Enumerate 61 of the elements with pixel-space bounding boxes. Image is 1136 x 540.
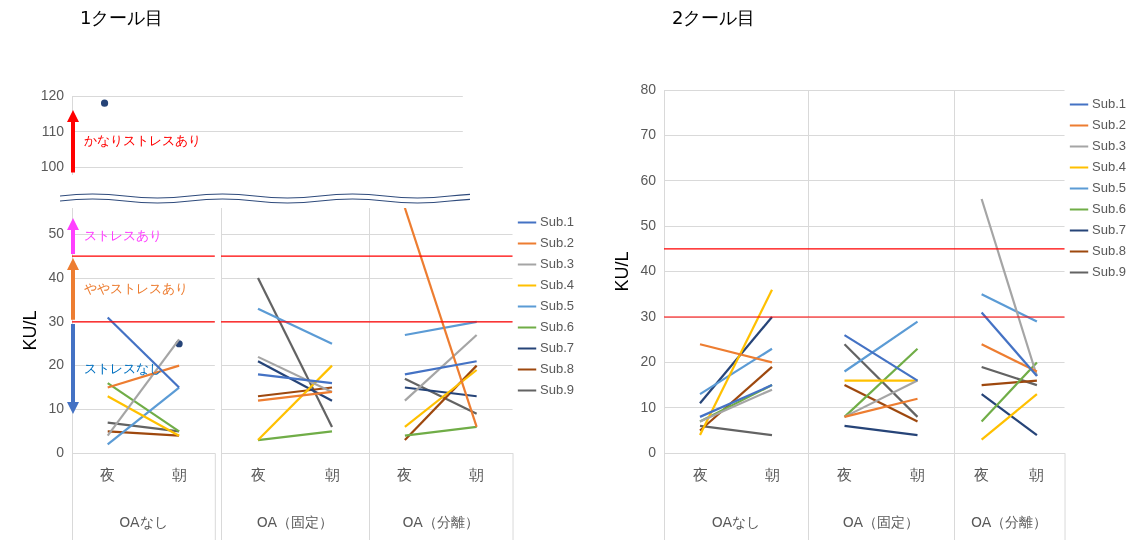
y-tick-label: 60 xyxy=(640,171,657,188)
y-tick-label: 10 xyxy=(640,398,657,415)
y-tick-label: 20 xyxy=(640,353,657,370)
chart-title: 1クール目 xyxy=(80,6,164,30)
legend-label: Sub.7 xyxy=(1092,222,1127,238)
legend-label: Sub.4 xyxy=(1092,159,1127,175)
y-tick-label: 0 xyxy=(56,444,65,461)
chart-title: 2クール目 xyxy=(672,6,756,30)
x-tick-label: 朝 xyxy=(764,466,780,485)
y-axis-title: KU/L xyxy=(19,310,40,351)
legend-label: Sub.1 xyxy=(1092,96,1127,112)
y-tick-label: 40 xyxy=(640,262,657,279)
y-tick-label: 20 xyxy=(48,356,65,373)
y-tick-label: 70 xyxy=(640,126,657,143)
legend-label: Sub.5 xyxy=(1092,180,1127,196)
legend-label: Sub.6 xyxy=(1092,201,1127,217)
y-tick-label: 0 xyxy=(648,444,657,461)
y-tick-label: 100 xyxy=(40,158,65,175)
legend-label: Sub.8 xyxy=(1092,243,1127,259)
x-tick-label: 朝 xyxy=(324,466,340,485)
legend-label: Sub.6 xyxy=(540,319,575,335)
x-tick-label: 朝 xyxy=(171,466,187,485)
x-axis-title: OA（固定） xyxy=(842,514,920,531)
y-tick-label: 30 xyxy=(48,312,65,329)
legend-label: Sub.5 xyxy=(540,298,575,314)
x-axis-title: OAなし xyxy=(711,514,761,531)
x-tick-label: 夜 xyxy=(250,466,266,485)
x-axis-title: OA（分離） xyxy=(402,514,479,531)
legend-label: Sub.1 xyxy=(540,214,575,230)
x-tick-label: 朝 xyxy=(1029,466,1045,485)
y-tick-label: 50 xyxy=(48,225,65,242)
legend-label: Sub.3 xyxy=(540,256,575,272)
legend-label: Sub.7 xyxy=(540,340,575,356)
y-tick-label: 30 xyxy=(640,307,657,324)
y-tick-label: 40 xyxy=(48,268,65,285)
legend-label: Sub.4 xyxy=(540,277,575,293)
y-axis-title: KU/L xyxy=(611,251,632,292)
annotation: ストレスあり xyxy=(84,227,162,246)
annotation: かなりストレスあり xyxy=(84,132,201,151)
x-tick-label: 夜 xyxy=(974,466,990,485)
legend-label: Sub.9 xyxy=(540,382,575,398)
legend-label: Sub.2 xyxy=(1092,117,1127,133)
y-tick-label: 10 xyxy=(48,400,65,417)
x-axis-title: OA（固定） xyxy=(256,514,334,531)
y-tick-label: 110 xyxy=(41,122,65,139)
legend-label: Sub.2 xyxy=(540,235,575,251)
legend-label: Sub.9 xyxy=(1092,264,1127,280)
x-axis-title: OAなし xyxy=(119,514,168,531)
y-tick-label: 80 xyxy=(640,80,657,97)
x-tick-label: 夜 xyxy=(100,466,116,485)
x-tick-label: 夜 xyxy=(837,466,852,485)
x-tick-label: 朝 xyxy=(910,466,925,485)
legend-label: Sub.3 xyxy=(1092,138,1127,154)
y-tick-label: 120 xyxy=(40,86,65,103)
x-tick-label: 夜 xyxy=(692,466,708,485)
x-tick-label: 朝 xyxy=(469,466,485,485)
x-tick-label: 夜 xyxy=(397,466,413,485)
legend-label: Sub.8 xyxy=(540,361,575,377)
annotation: ややストレスあり xyxy=(84,280,188,298)
y-tick-label: 50 xyxy=(640,217,657,234)
x-axis-title: OA（分離） xyxy=(971,514,1048,531)
